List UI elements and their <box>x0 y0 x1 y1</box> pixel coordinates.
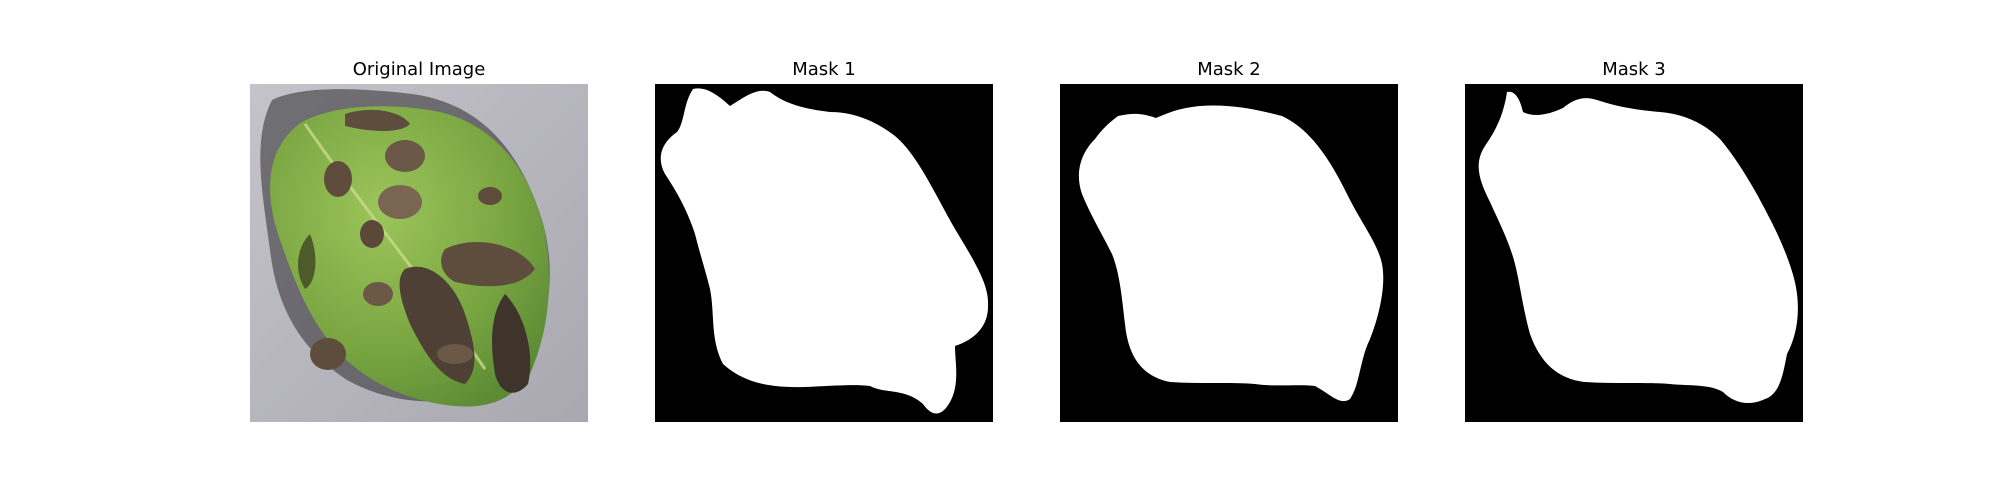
leaf-photo <box>250 84 588 422</box>
panel-title: Mask 2 <box>1197 59 1261 80</box>
panel-mask-1: Mask 1 <box>655 0 993 500</box>
panel-title: Original Image <box>352 59 486 80</box>
panel-mask-3: Mask 3 <box>1465 0 1803 500</box>
binary-mask-2 <box>1060 84 1398 422</box>
panel-mask-2: Mask 2 <box>1060 0 1398 500</box>
panel-title: Mask 3 <box>1602 59 1666 80</box>
panel-title: Mask 1 <box>792 59 856 80</box>
binary-mask-3 <box>1465 84 1803 422</box>
binary-mask-1 <box>655 84 993 422</box>
panel-original-image: Original Image <box>250 0 588 500</box>
